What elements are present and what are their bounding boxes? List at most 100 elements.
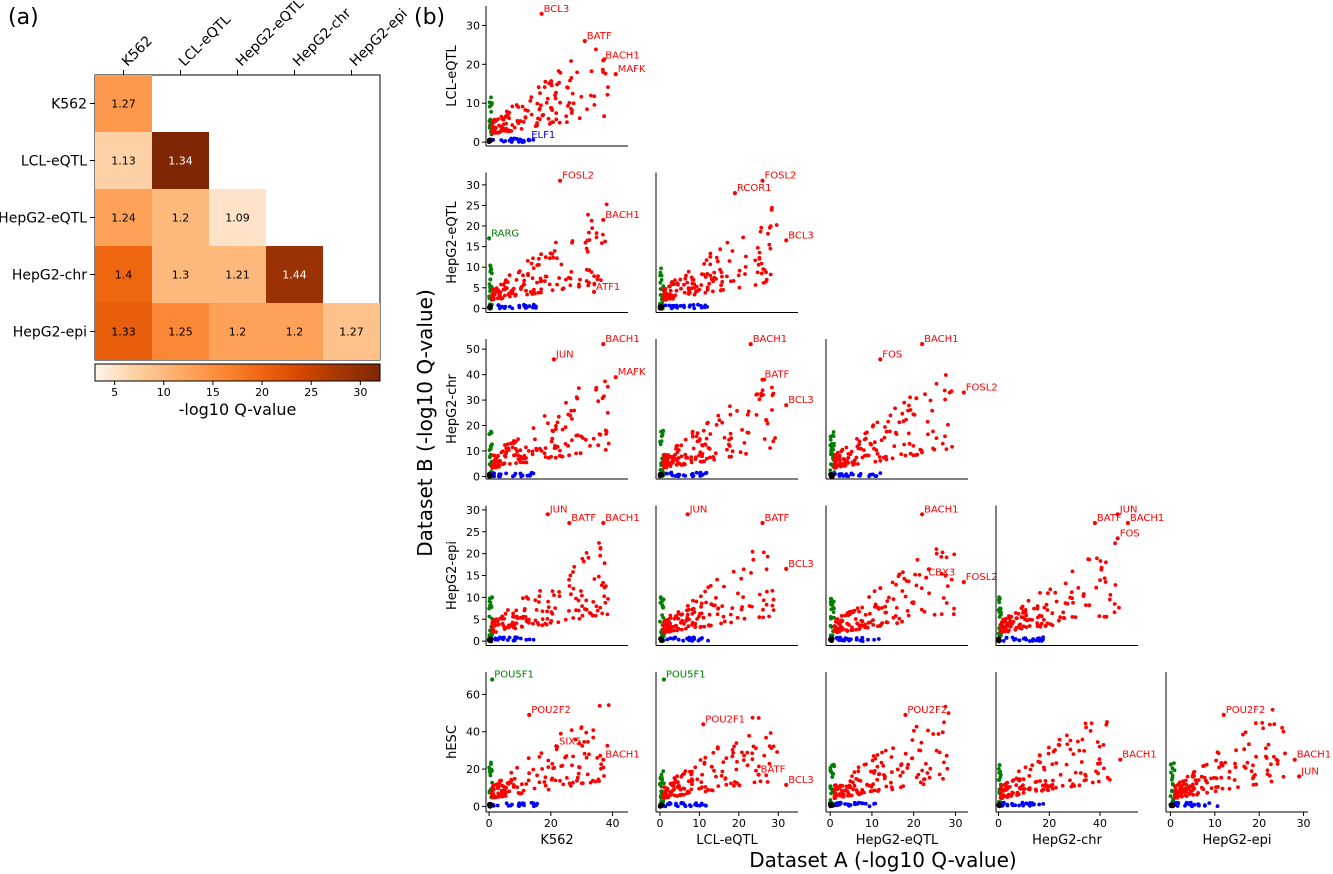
scatter-point [761,607,765,612]
scatter-point [535,101,540,106]
scatter-point [601,232,605,237]
scatter-point [487,282,492,286]
scatter-point [574,451,578,456]
scatter-point [676,474,681,479]
scatter-point [1087,603,1092,608]
scatter-point [605,743,610,748]
scatter-point [1190,773,1195,778]
scatter-point [511,611,516,616]
scatter-point [1205,790,1209,795]
scatter-point [510,802,514,807]
scatter-point [750,549,755,554]
scatter-point [925,771,930,775]
scatter-point [1272,754,1276,759]
scatter-point [1031,637,1036,642]
scatter-point [566,85,570,90]
y-tick-label: 10 [466,97,480,110]
scatter-point [759,271,764,276]
scatter-point [489,762,493,766]
scatter-point [535,280,539,285]
scatter-point [531,266,536,270]
scatter-point [673,278,677,283]
scatter-point [693,621,698,626]
scatter-point [606,703,611,707]
scatter-point [507,273,512,277]
scatter-point [662,794,667,799]
scatter-point [936,732,941,736]
scatter-point [1017,769,1021,774]
scatter-point [1042,767,1047,772]
scatter-point [906,579,911,584]
scatter-point [569,59,573,63]
point-label: JUN [555,349,574,360]
scatter-point [830,451,835,456]
scatter-point [863,801,868,806]
scatter-point [828,768,833,773]
scatter-point [832,629,837,633]
scatter-point [757,615,762,619]
heatmap-cell-value: 1.4 [115,269,133,282]
scatter-point [1077,783,1082,788]
scatter-point [546,116,551,121]
scatter-point [584,598,589,603]
scatter-point [667,284,671,289]
heatmap-cell-value: 1.2 [172,212,190,225]
scatter-point [665,637,670,642]
scatter-point [1011,619,1016,624]
scatter-point [490,795,495,799]
scatter-point [718,247,723,252]
scatter-point [682,792,686,797]
scatter-point [830,772,835,776]
scatter-point [846,613,850,618]
scatter-point [682,786,687,791]
scatter-point [1098,578,1102,582]
scatter-point [492,471,496,476]
scatter-point [902,442,906,447]
scatter-point [664,618,668,622]
scatter-point [828,801,833,807]
scatter-point [555,444,560,449]
scatter-point [1001,639,1006,643]
scatter-point [939,572,944,576]
scatter-point [1102,766,1106,771]
scatter-point [737,285,742,290]
point-label: BCL3 [788,230,814,241]
heatmap-col-label: HepG2-chr [290,5,355,70]
scatter-point [703,305,707,310]
scatter-point [531,471,535,476]
scatter-point [546,599,550,604]
scatter-point [875,764,880,769]
labelled-point [1092,520,1097,526]
scatter-point [543,446,548,450]
scatter-point [853,617,858,621]
labelled-point [748,342,753,347]
scatter-point [550,288,555,293]
y-tick-label: 0 [473,800,480,813]
scatter-point [907,403,911,408]
scatter-point [849,471,854,476]
scatter-point [703,803,707,808]
scatter-point [1008,619,1013,624]
scatter-point [1013,803,1018,808]
scatter-point [1190,803,1195,808]
scatter-point [571,754,575,759]
scatter-point [727,259,732,263]
point-label: BCL3 [788,395,814,406]
scatter-point [579,589,583,593]
scatter-point [496,791,501,796]
scatter-point [537,262,541,267]
point-label: FOSL2 [765,171,797,182]
scatter-point [515,118,520,123]
scatter-point [1101,743,1106,747]
scatter-point [546,605,551,609]
labelled-point [903,712,908,718]
scatter-point [1193,778,1198,782]
scatter-point [699,304,703,308]
scatter-point [510,104,515,109]
scatter-point [667,629,672,633]
scatter-point [569,111,574,115]
scatter-point [531,289,536,293]
scatter-point [757,764,761,769]
scatter-point [605,92,610,97]
labelled-point [601,58,606,63]
